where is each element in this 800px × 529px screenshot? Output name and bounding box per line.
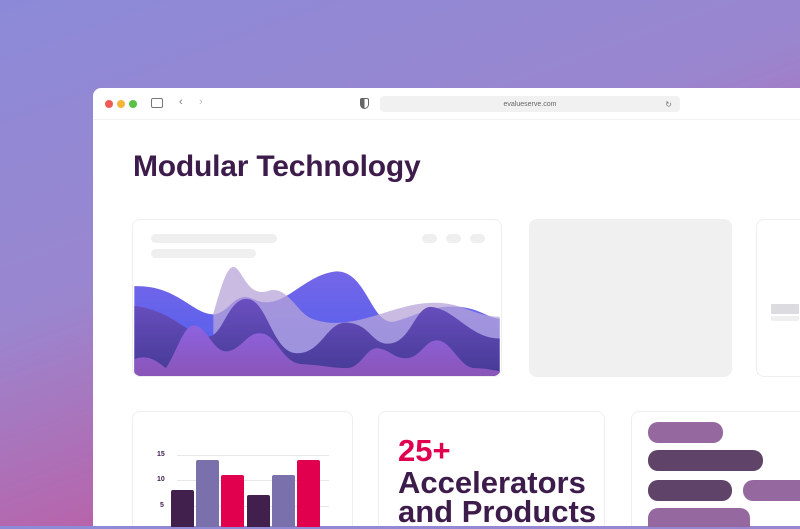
reload-icon[interactable]: ↻ <box>665 99 672 109</box>
gridline <box>177 480 329 481</box>
area-chart-card <box>132 219 502 377</box>
skeleton-line <box>151 234 277 243</box>
close-dot[interactable] <box>105 100 113 108</box>
placeholder-card <box>756 219 800 377</box>
skeleton-button <box>422 234 437 243</box>
pill <box>743 480 800 501</box>
address-bar[interactable]: evalueserve.com ↻ <box>380 96 680 112</box>
bar <box>171 490 194 527</box>
y-tick-label: 5 <box>160 502 164 509</box>
stat-label: and Products <box>398 494 597 529</box>
skeleton-block <box>771 304 799 314</box>
bar <box>297 459 320 527</box>
pill <box>648 450 763 471</box>
browser-window: ‹ › evalueserve.com ↻ Modular Technology … <box>93 88 800 529</box>
sidebar-icon[interactable] <box>151 98 163 108</box>
wave-layer <box>134 325 500 376</box>
y-tick-label: 15 <box>157 451 165 458</box>
back-icon[interactable]: ‹ <box>179 96 183 108</box>
skeleton-button <box>446 234 461 243</box>
pill <box>648 480 732 501</box>
pill <box>648 508 750 527</box>
bar-chart-card: 15 10 5 <box>132 411 353 527</box>
skeleton-line <box>151 249 256 258</box>
pill <box>648 422 723 443</box>
bar <box>196 459 219 527</box>
stat-label: Accelerators <box>398 465 586 500</box>
shield-icon[interactable] <box>360 98 369 109</box>
url-text: evalueserve.com <box>503 100 557 108</box>
skeleton-button <box>470 234 485 243</box>
skeleton-line <box>771 316 799 321</box>
bar <box>272 474 295 527</box>
placeholder-card <box>529 219 732 377</box>
gridline <box>177 455 329 456</box>
forward-icon[interactable]: › <box>199 96 203 108</box>
stat-card: 25+ Accelerators and Products <box>378 411 605 529</box>
wave-graphic <box>134 267 500 376</box>
minimize-dot[interactable] <box>117 100 125 108</box>
pills-card <box>631 411 800 527</box>
page-title: Modular Technology <box>133 150 421 183</box>
y-tick-label: 10 <box>157 476 165 483</box>
bar <box>247 495 270 527</box>
bar <box>221 474 244 527</box>
maximize-dot[interactable] <box>129 100 137 108</box>
stat-value: 25+ <box>398 433 451 468</box>
browser-toolbar: ‹ › evalueserve.com ↻ <box>93 88 800 120</box>
